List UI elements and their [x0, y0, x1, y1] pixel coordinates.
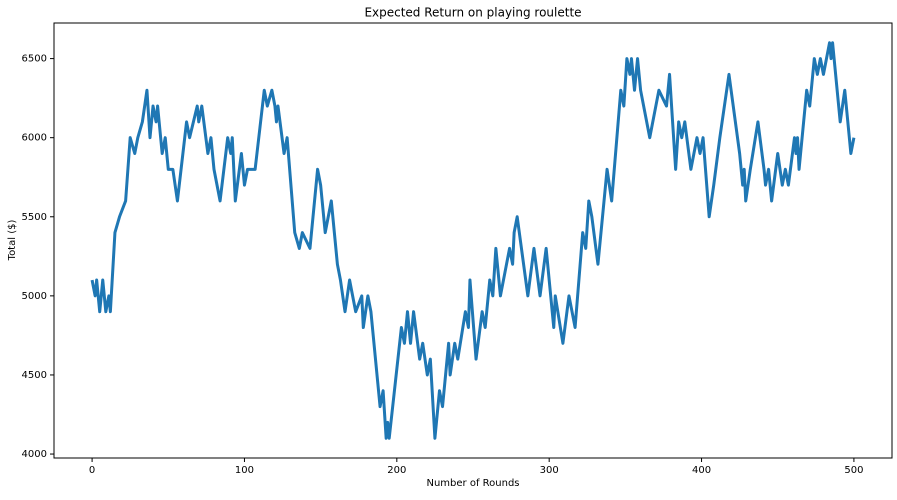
y-tick-label: 6500 [22, 54, 47, 65]
axes-frame [53, 22, 893, 459]
x-tick-label: 100 [235, 465, 254, 476]
x-axis-label: Number of Rounds [426, 478, 519, 489]
y-tick-label: 4000 [22, 449, 47, 460]
x-tick-label: 200 [387, 465, 406, 476]
plot-area [90, 41, 856, 440]
y-tick-label: 5000 [22, 291, 47, 302]
x-tick-label: 0 [89, 465, 95, 476]
y-tick-label: 4500 [22, 370, 47, 381]
x-tick-label: 400 [692, 465, 711, 476]
y-axis-label: Total ($) [7, 220, 18, 262]
chart-title: Expected Return on playing roulette [364, 6, 581, 20]
line-series [90, 41, 856, 440]
y-tick-label: 6000 [22, 133, 47, 144]
x-tick-label: 300 [540, 465, 559, 476]
x-tick-label: 500 [844, 465, 863, 476]
y-tick-label: 5500 [22, 212, 47, 223]
